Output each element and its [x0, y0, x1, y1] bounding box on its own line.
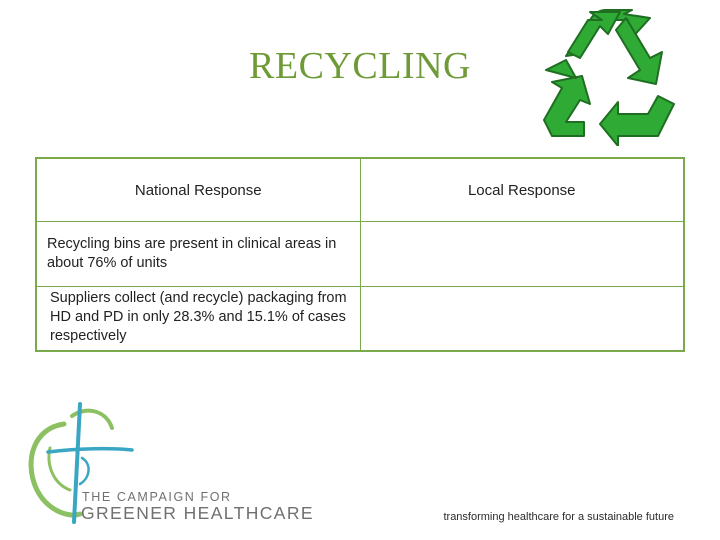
campaign-logo-icon — [28, 402, 134, 524]
header-local-response: Local Response — [359, 157, 685, 222]
footer-tagline: transforming healthcare for a sustainabl… — [443, 511, 674, 523]
local-cell — [359, 286, 685, 352]
local-cell — [359, 221, 685, 287]
table-row: Suppliers collect (and recycle) packagin… — [35, 286, 685, 352]
header-national-response: National Response — [35, 157, 361, 222]
slide-title: RECYCLING — [249, 45, 471, 87]
campaign-name-line1: THE CAMPAIGN FOR — [82, 490, 232, 504]
table-row: Recycling bins are present in clinical a… — [35, 221, 685, 287]
table-header-row: National Response Local Response — [35, 157, 685, 222]
campaign-name-line2: GREENER HEALTHCARE — [81, 503, 314, 523]
national-cell: Suppliers collect (and recycle) packagin… — [35, 286, 361, 352]
national-text: Suppliers collect (and recycle) packagin… — [50, 290, 347, 344]
local-text — [361, 287, 684, 289]
response-table: National Response Local Response Recycli… — [35, 157, 685, 352]
recycle-icon — [543, 9, 675, 146]
national-text: Recycling bins are present in clinical a… — [47, 236, 337, 271]
national-cell: Recycling bins are present in clinical a… — [35, 221, 361, 287]
local-text — [361, 222, 684, 235]
